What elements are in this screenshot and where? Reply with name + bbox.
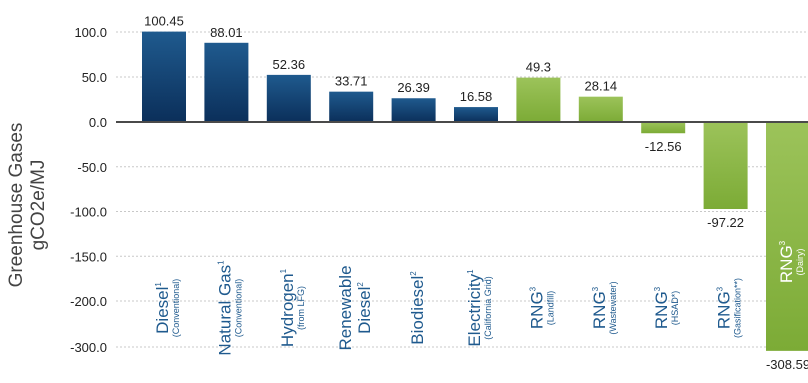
value-label: 16.58: [460, 89, 493, 104]
category-sublabel: (Gasification**): [733, 278, 743, 338]
category-label: Electricity1(California Grid): [465, 269, 493, 347]
category-label: RNG3 (Wastewater): [590, 281, 618, 334]
y-tick-label: 50.0: [82, 70, 107, 85]
category-name: Hydrogen1: [278, 268, 297, 347]
category-name: RNG3: [652, 286, 671, 329]
category-sublabel: (HSAD*): [670, 291, 680, 326]
value-label: 88.01: [210, 25, 243, 40]
bar-9: [703, 122, 748, 210]
category-sublabel: (Conventional): [171, 279, 181, 338]
category-label: RNG3(Landfill): [527, 286, 555, 329]
value-label: -308.59: [766, 357, 808, 372]
value-label: 100.45: [144, 14, 184, 29]
category-name: Diesel2: [355, 282, 374, 334]
y-tick-labels: 100.0 50.0 0.0 -50.0 -100.0 -150.0 -200.0 -300.…: [70, 25, 107, 355]
category-sublabel: (Wastewater): [608, 281, 618, 334]
category-name: RNG3: [527, 286, 546, 329]
y-tick-label: -300.0: [70, 340, 107, 355]
category-name: Electricity1: [465, 269, 484, 347]
y-axis-label-line-2: gCO2e/MJ: [28, 160, 49, 251]
category-label: RNG3 (Gasification**): [715, 278, 743, 338]
category-name: RNG3: [590, 286, 609, 329]
category-sublabel: (Dairy): [795, 249, 805, 276]
y-axis-label-line-1: Greenhouse Gases: [6, 123, 27, 288]
y-tick-label: -200.0: [70, 294, 107, 309]
category-label: RNG3(HSAD*): [652, 286, 680, 329]
value-label: 33.71: [335, 74, 368, 89]
bar-6: [516, 77, 561, 122]
category-sublabel: (from LFG): [296, 286, 306, 330]
category-name: Biodiesel2: [408, 271, 427, 345]
y-axis-label: Greenhouse Gases gCO2e/MJ: [6, 123, 49, 288]
category-sublabel: (California Grid): [483, 276, 493, 340]
value-label: 49.3: [526, 60, 551, 75]
y-tick-label: -50.0: [77, 160, 107, 175]
category-label: RNG3(Dairy): [777, 240, 805, 283]
category-name: RNG3: [715, 286, 734, 329]
category-label: Diesel1 (Conventional): [153, 279, 181, 338]
bar-3: [329, 91, 374, 122]
value-label: 26.39: [397, 80, 430, 95]
category-name: Diesel1: [153, 282, 172, 334]
y-tick-label: -100.0: [70, 205, 107, 220]
bar-0: [142, 31, 186, 122]
bar-8: [641, 122, 686, 134]
y-tick-label: 0.0: [89, 115, 107, 130]
category-label: Biodiesel2: [408, 271, 427, 345]
bars: [142, 31, 808, 351]
category-label: Natural Gas1(Conventional): [215, 260, 243, 356]
value-label: -12.56: [645, 139, 682, 154]
bar-7: [578, 96, 623, 122]
value-label: 28.14: [585, 79, 618, 94]
bar-5: [454, 107, 498, 122]
bar-1: [204, 42, 249, 122]
category-name: Natural Gas1: [215, 260, 234, 356]
bar-4: [391, 98, 436, 122]
category-labels: Diesel1 (Conventional) Natural Gas1(Conven…: [153, 240, 805, 355]
value-label: -97.22: [707, 215, 744, 230]
gridlines: [116, 31, 808, 348]
category-name: RNG3: [777, 240, 796, 283]
bar-10: [766, 122, 808, 351]
value-label: 52.36: [273, 57, 306, 72]
category-sublabel: (Landfill): [545, 291, 555, 326]
y-tick-label: 100.0: [74, 25, 107, 40]
bar-2: [266, 74, 311, 122]
category-sublabel: (Conventional): [233, 279, 243, 338]
category-label: Renewable Diesel2: [336, 265, 374, 350]
value-labels: 100.45 88.01 52.36 33.71 26.39 16.58 49.3 28.14…: [144, 14, 808, 372]
category-name: Renewable: [336, 265, 355, 350]
category-label: Hydrogen1(from LFG): [278, 268, 306, 347]
y-tick-label: -150.0: [70, 249, 107, 264]
